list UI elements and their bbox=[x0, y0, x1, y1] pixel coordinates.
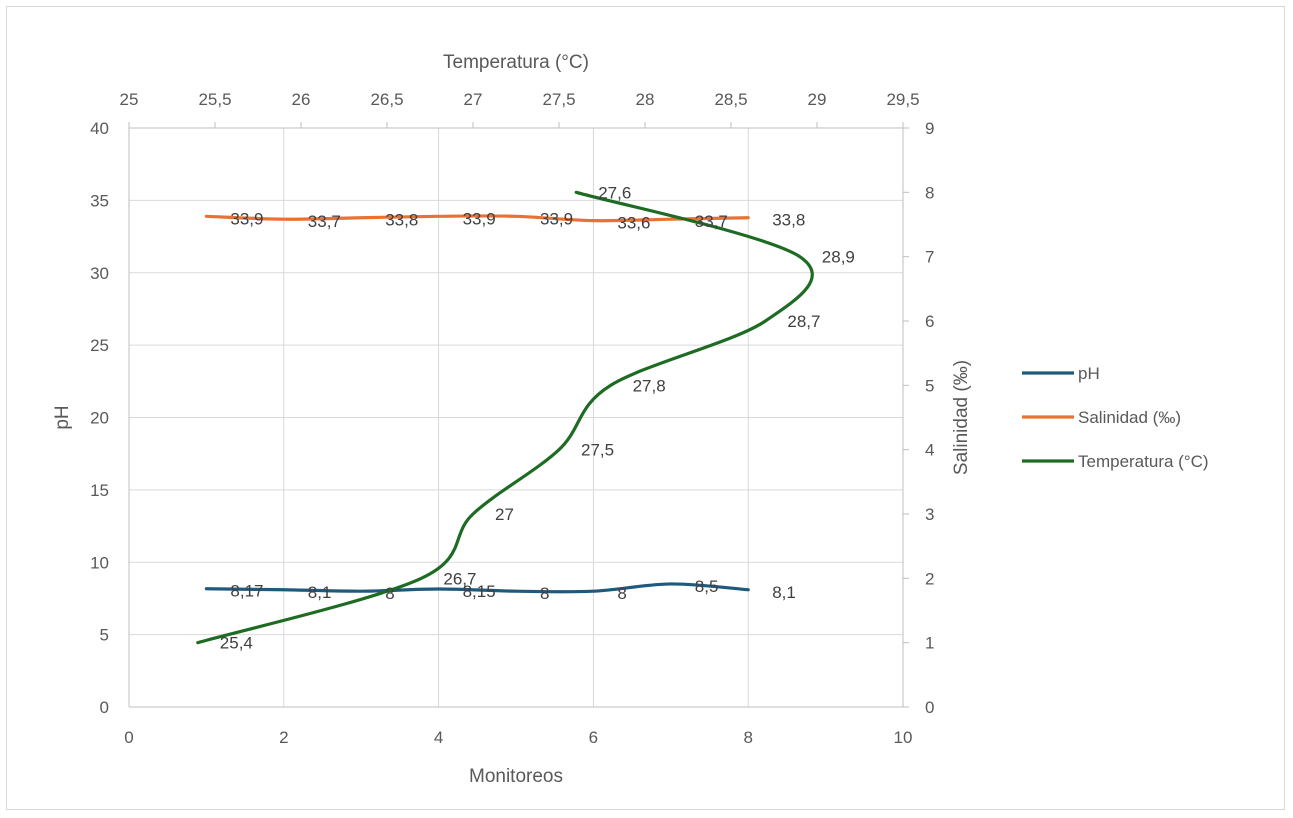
legend-label: Salinidad (‰) bbox=[1078, 408, 1181, 427]
axes: 0 5 10 15 20 25 30 35 40 0 2 4 6 8 10 0 1 2 3 4 5 6 7 8 9 25 25,5 2… bbox=[52, 52, 972, 787]
data-label-temperatura: 26,7 bbox=[443, 569, 476, 588]
data-label-salinidad: 33,9 bbox=[230, 209, 263, 228]
x-top-tick-label: 29 bbox=[808, 90, 827, 109]
y-right-tick-label: 0 bbox=[925, 698, 934, 717]
y-right-tick-label: 5 bbox=[925, 376, 934, 395]
y-right-tick-label: 2 bbox=[925, 569, 934, 588]
data-label-salinidad: 33,9 bbox=[463, 209, 496, 228]
x-bottom-tick-label: 6 bbox=[589, 728, 598, 747]
x-top-tick-label: 25,5 bbox=[198, 90, 231, 109]
y-left-tick-label: 35 bbox=[90, 191, 109, 210]
y-left-tick-label: 30 bbox=[90, 264, 109, 283]
data-label-ph: 8,1 bbox=[308, 583, 332, 602]
series-line-temperatura bbox=[196, 190, 814, 645]
y-right-tick-label: 7 bbox=[925, 248, 934, 267]
y-left-tick-label: 20 bbox=[90, 409, 109, 428]
data-label-salinidad: 33,6 bbox=[617, 214, 650, 233]
x-top-tick-label: 26,5 bbox=[370, 90, 403, 109]
y-right-tick-label: 8 bbox=[925, 183, 934, 202]
data-label-temperatura: 25,4 bbox=[220, 634, 253, 653]
data-label-salinidad: 33,8 bbox=[385, 211, 418, 230]
y-left-tick-label: 10 bbox=[90, 553, 109, 572]
series-line-salinidad bbox=[204, 214, 750, 223]
data-label-temperatura: 27 bbox=[495, 505, 514, 524]
x-top-tick-label: 27,5 bbox=[542, 90, 575, 109]
y-right-tick-label: 4 bbox=[925, 441, 934, 460]
data-label-salinidad: 33,7 bbox=[308, 212, 341, 231]
data-label-temperatura: 28,7 bbox=[787, 312, 820, 331]
y-left-tick-label: 25 bbox=[90, 336, 109, 355]
x-top-tick-label: 29,5 bbox=[886, 90, 919, 109]
y-right-tick-label: 9 bbox=[925, 119, 934, 138]
data-labels: 8,17 8,1 8 8,15 8 8 8,5 8,1 33,9 33,7 33,8 33,9 33,9… bbox=[220, 183, 855, 652]
data-label-temperatura: 27,6 bbox=[598, 183, 631, 202]
x-top-tick-label: 28,5 bbox=[714, 90, 747, 109]
y-right-axis-title: Salinidad (‰) bbox=[951, 360, 972, 475]
x-bottom-tick-label: 4 bbox=[434, 728, 443, 747]
data-label-temperatura: 28,9 bbox=[822, 248, 855, 267]
data-label-ph: 8 bbox=[617, 584, 626, 603]
legend-label: Temperatura (°C) bbox=[1078, 452, 1209, 471]
data-label-salinidad: 33,8 bbox=[772, 211, 805, 230]
y-left-tick-label: 0 bbox=[100, 698, 109, 717]
series-line-ph bbox=[204, 582, 750, 594]
x-bottom-tick-label: 2 bbox=[279, 728, 288, 747]
data-label-salinidad: 33,7 bbox=[695, 212, 728, 231]
x-bottom-tick-label: 10 bbox=[894, 728, 913, 747]
y-left-tick-label: 40 bbox=[90, 119, 109, 138]
y-left-tick-label: 15 bbox=[90, 481, 109, 500]
y-right-tick-label: 6 bbox=[925, 312, 934, 331]
data-label-ph: 8 bbox=[540, 584, 549, 603]
data-label-temperatura: 27,8 bbox=[633, 376, 666, 395]
data-label-salinidad: 33,9 bbox=[540, 209, 573, 228]
data-label-ph: 8 bbox=[385, 584, 394, 603]
data-label-ph: 8,1 bbox=[772, 583, 796, 602]
y-right-tick-label: 1 bbox=[925, 634, 934, 653]
data-label-ph: 8,5 bbox=[695, 577, 719, 596]
legend-label: pH bbox=[1078, 364, 1100, 383]
x-axis-title: Monitoreos bbox=[469, 766, 563, 787]
x-bottom-tick-label: 0 bbox=[124, 728, 133, 747]
x-top-tick-label: 26 bbox=[292, 90, 311, 109]
data-label-temperatura: 27,5 bbox=[581, 441, 614, 460]
legend: pH Salinidad (‰) Temperatura (°C) bbox=[1022, 364, 1209, 471]
y-left-axis-title: pH bbox=[52, 405, 73, 429]
y-left-tick-label: 5 bbox=[100, 626, 109, 645]
x-bottom-tick-label: 8 bbox=[743, 728, 752, 747]
series-lines bbox=[196, 190, 814, 645]
chart-area bbox=[6, 6, 1285, 810]
data-label-ph: 8,17 bbox=[230, 582, 263, 601]
x-top-axis-title: Temperatura (°C) bbox=[443, 52, 589, 73]
x-top-tick-label: 28 bbox=[636, 90, 655, 109]
x-top-tick-label: 27 bbox=[464, 90, 483, 109]
data-label-ph: 8,15 bbox=[463, 582, 496, 601]
x-top-tick-label: 25 bbox=[120, 90, 139, 109]
y-right-tick-label: 3 bbox=[925, 505, 934, 524]
